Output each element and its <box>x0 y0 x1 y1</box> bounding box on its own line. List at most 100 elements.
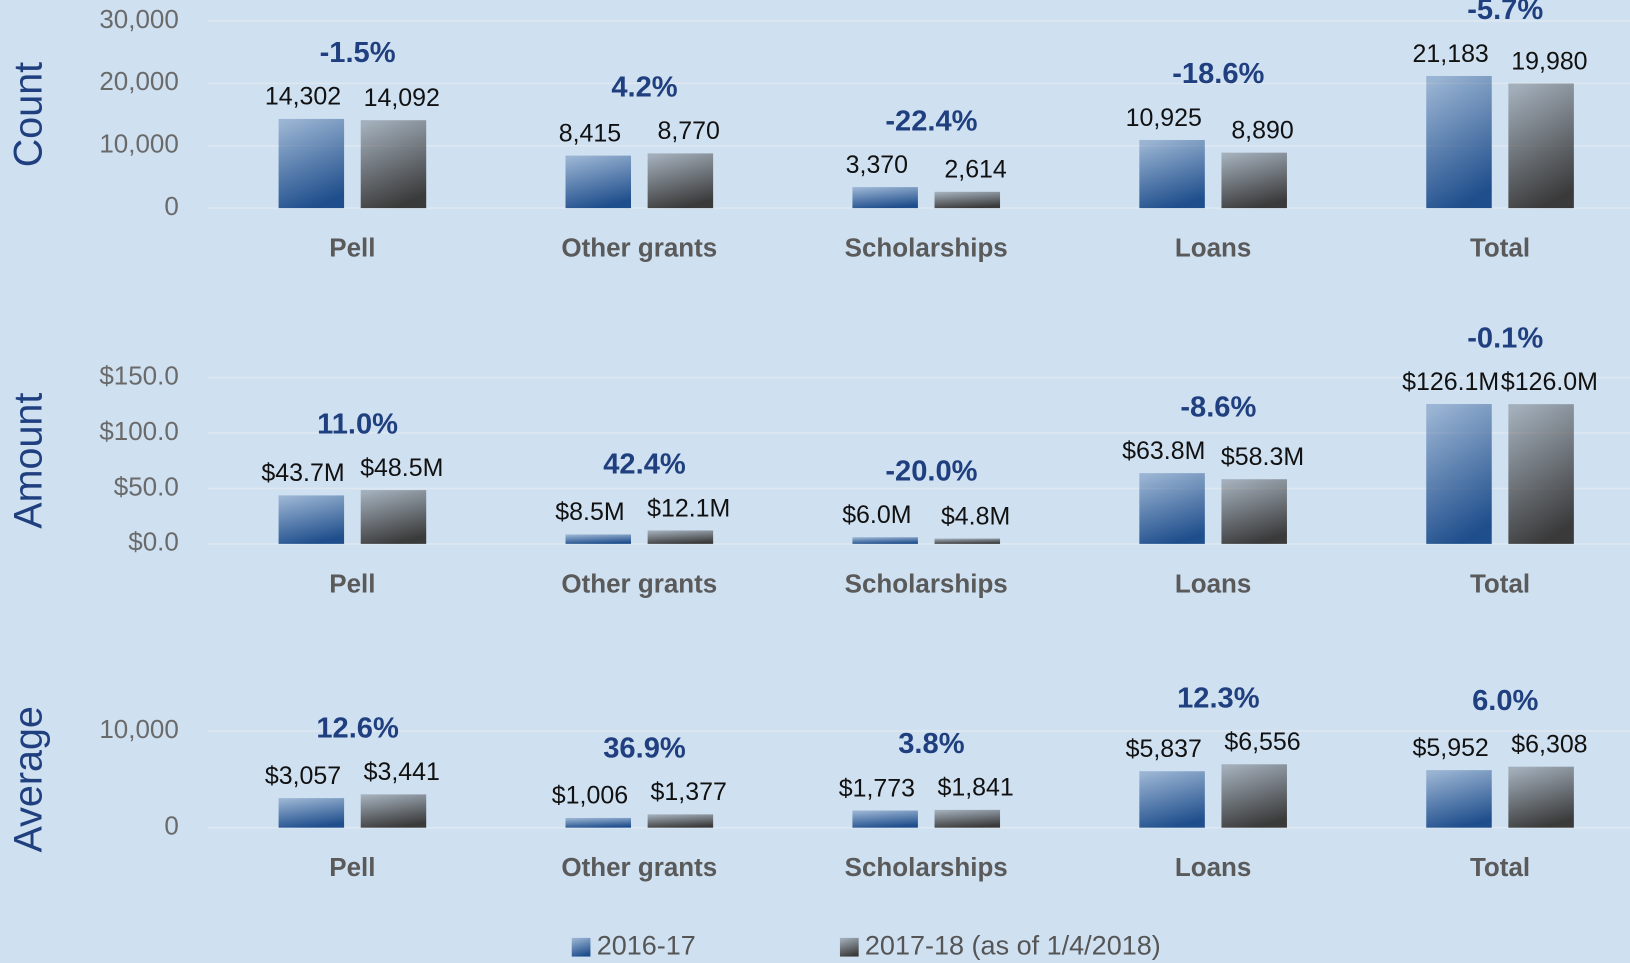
data-label: $5,952 <box>1413 734 1489 762</box>
change-annotation: 11.0% <box>317 408 398 440</box>
x-tick-label: Scholarships <box>845 233 1008 263</box>
data-label: $3,441 <box>364 758 440 786</box>
x-tick-label: Other grants <box>561 852 717 882</box>
data-label: $43.7M <box>261 459 344 487</box>
legend-swatch <box>571 937 591 957</box>
bar <box>565 534 632 544</box>
data-label: $58.3M <box>1221 443 1304 471</box>
x-tick-label: Total <box>1470 568 1530 598</box>
y-tick-label: $0.0 <box>128 527 179 557</box>
data-label: $126.0M <box>1501 368 1598 396</box>
data-label: $6,308 <box>1511 730 1587 758</box>
data-label: $3,057 <box>265 762 341 790</box>
bar <box>1508 766 1574 828</box>
legend-swatch <box>839 937 859 957</box>
change-annotation: 36.9% <box>603 733 686 765</box>
data-label: $6,556 <box>1224 728 1300 756</box>
x-tick-label: Pell <box>329 233 375 263</box>
x-tick-label: Total <box>1470 852 1530 882</box>
change-annotation: -18.6% <box>1172 58 1264 90</box>
data-label: 21,183 <box>1413 40 1489 68</box>
change-annotation: 12.3% <box>1177 683 1260 715</box>
change-annotation: 3.8% <box>898 728 964 760</box>
data-label: 2,614 <box>944 156 1007 184</box>
change-annotation: -20.0% <box>885 455 977 487</box>
bar <box>647 530 714 544</box>
bar <box>934 809 1001 828</box>
change-annotation: 42.4% <box>603 449 686 481</box>
legend-label: 2017-18 (as of 1/4/2018) <box>865 930 1161 960</box>
change-annotation: 12.6% <box>316 713 399 745</box>
y-axis-title: Count <box>7 62 51 167</box>
bar <box>1221 764 1287 828</box>
data-label: $6.0M <box>842 501 911 529</box>
bar <box>647 814 714 828</box>
change-annotation: -0.1% <box>1467 322 1543 354</box>
data-label: 3,370 <box>846 151 908 179</box>
change-annotation: -8.6% <box>1180 391 1256 423</box>
x-tick-label: Pell <box>329 852 375 882</box>
y-tick-label: 0 <box>164 811 178 841</box>
y-axis-title: Amount <box>7 393 51 529</box>
bar <box>647 153 714 209</box>
bar <box>1508 404 1574 544</box>
y-tick-label: $100.0 <box>99 416 178 446</box>
data-label: $1,006 <box>552 782 628 810</box>
bar <box>852 537 918 544</box>
bar <box>1139 473 1205 544</box>
x-tick-label: Pell <box>329 568 375 598</box>
data-label: $126.1M <box>1402 368 1499 396</box>
bar <box>852 810 918 828</box>
change-annotation: -1.5% <box>320 37 396 69</box>
x-tick-label: Other grants <box>561 233 717 263</box>
y-axis-title: Average <box>7 706 51 852</box>
data-label: $48.5M <box>360 454 443 482</box>
bar <box>852 187 918 209</box>
bar <box>1508 83 1574 209</box>
change-annotation: -22.4% <box>885 105 977 137</box>
x-tick-label: Loans <box>1175 568 1251 598</box>
data-label: $8.5M <box>555 498 624 526</box>
data-label: 14,092 <box>364 84 440 112</box>
x-tick-label: Loans <box>1175 852 1251 882</box>
bar <box>360 794 427 828</box>
bar <box>934 538 1001 544</box>
bar <box>278 118 345 209</box>
data-label: 19,980 <box>1511 47 1587 75</box>
data-label: $12.1M <box>647 494 730 522</box>
change-annotation: 4.2% <box>611 72 677 104</box>
bar <box>1426 404 1492 544</box>
data-label: 10,925 <box>1126 104 1202 132</box>
bar <box>1139 139 1205 209</box>
change-annotation: -5.7% <box>1467 0 1543 26</box>
bar <box>1221 152 1287 209</box>
bar <box>934 191 1001 209</box>
data-label: 8,770 <box>657 117 719 145</box>
y-tick-label: 20,000 <box>99 66 178 96</box>
y-tick-label: 10,000 <box>99 714 178 744</box>
data-label: $1,841 <box>937 774 1013 802</box>
x-tick-label: Total <box>1470 233 1530 263</box>
legend-label: 2016-17 <box>597 930 696 960</box>
bar <box>1426 770 1492 828</box>
bar <box>1221 479 1287 544</box>
x-tick-label: Loans <box>1175 233 1251 263</box>
bar <box>278 798 345 828</box>
data-label: $63.8M <box>1122 437 1205 465</box>
bar <box>360 120 427 209</box>
data-label: 8,890 <box>1231 116 1293 144</box>
data-label: 14,302 <box>265 83 341 111</box>
data-label: $4.8M <box>941 502 1010 530</box>
y-tick-label: 30,000 <box>99 4 178 34</box>
y-tick-label: 10,000 <box>99 129 178 159</box>
x-tick-label: Scholarships <box>845 568 1008 598</box>
y-tick-label: $50.0 <box>114 471 179 501</box>
x-tick-label: Other grants <box>561 568 717 598</box>
y-tick-label: $150.0 <box>99 360 178 390</box>
y-tick-label: 0 <box>164 191 178 221</box>
bar <box>565 817 632 828</box>
bar <box>565 155 632 209</box>
